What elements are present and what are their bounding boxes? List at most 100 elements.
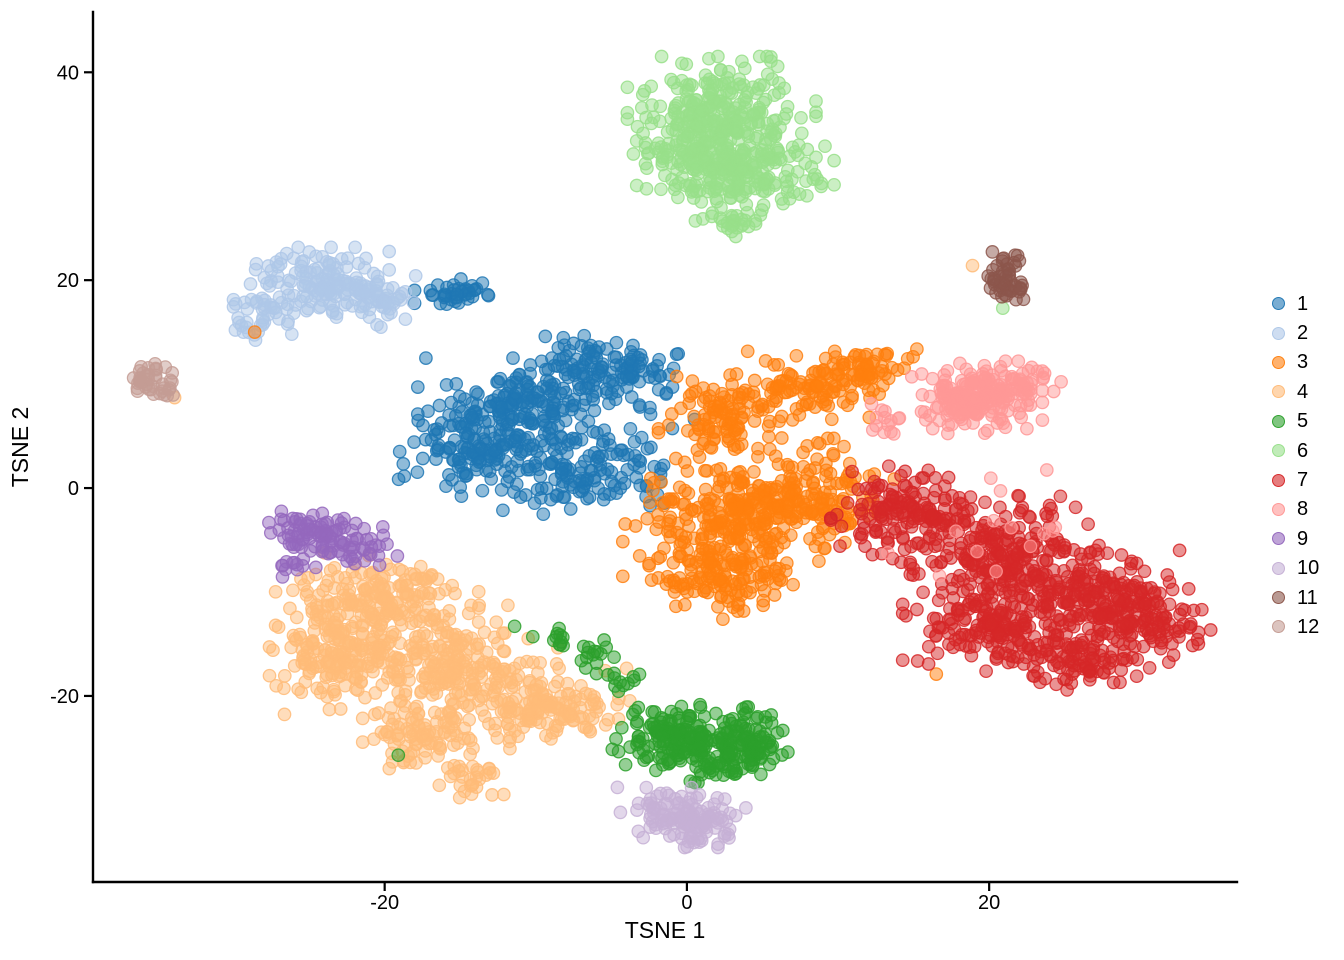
x-tick-label: 0 xyxy=(681,892,692,914)
data-point xyxy=(609,350,624,365)
data-point xyxy=(864,397,879,411)
legend: 1 2 3 4 5 6 7 8 9 10 11 12 xyxy=(1272,289,1319,642)
data-point xyxy=(542,426,556,441)
data-point xyxy=(472,637,486,652)
data-point xyxy=(477,625,492,640)
data-point xyxy=(1162,617,1177,631)
data-point xyxy=(496,787,511,802)
data-point xyxy=(310,681,325,696)
data-point xyxy=(439,378,454,392)
data-point xyxy=(696,381,711,395)
data-point xyxy=(340,295,355,310)
data-point xyxy=(669,369,684,384)
data-point xyxy=(614,720,629,735)
data-point xyxy=(834,519,849,534)
data-point xyxy=(734,163,749,178)
data-point xyxy=(711,840,725,855)
data-point xyxy=(426,288,441,302)
data-point xyxy=(768,449,783,464)
data-point xyxy=(713,572,728,586)
data-point xyxy=(671,711,686,725)
data-point xyxy=(628,519,643,533)
data-point xyxy=(826,385,841,400)
data-point xyxy=(675,56,689,71)
data-point xyxy=(1161,655,1176,670)
data-point xyxy=(353,658,368,673)
data-point xyxy=(836,395,851,410)
data-point xyxy=(469,780,484,794)
data-point xyxy=(1035,383,1050,398)
data-point xyxy=(325,597,339,612)
data-point xyxy=(1035,413,1050,427)
data-point xyxy=(322,255,337,270)
data-point xyxy=(1174,602,1189,617)
data-point xyxy=(340,554,354,568)
data-point xyxy=(1068,500,1083,515)
data-point xyxy=(531,385,545,400)
data-point xyxy=(848,348,863,362)
data-point xyxy=(781,745,795,759)
data-point xyxy=(340,251,355,266)
data-point xyxy=(915,387,930,402)
legend-swatch-icon xyxy=(1272,297,1285,311)
data-point xyxy=(439,297,454,312)
data-point xyxy=(152,386,167,401)
data-point xyxy=(904,369,919,384)
data-point xyxy=(910,654,925,668)
data-point xyxy=(898,464,912,479)
data-point xyxy=(453,480,468,494)
data-point xyxy=(475,703,489,717)
y-tick-label: 0 xyxy=(68,478,79,500)
data-point xyxy=(693,700,708,715)
data-point xyxy=(296,289,311,304)
data-point xyxy=(826,446,840,461)
data-point xyxy=(1114,548,1129,562)
data-point xyxy=(714,510,729,524)
data-point xyxy=(380,296,395,310)
data-point xyxy=(732,72,747,87)
data-point xyxy=(743,585,757,600)
data-point xyxy=(506,351,520,365)
data-point xyxy=(373,618,388,632)
data-point xyxy=(998,354,1013,369)
data-point xyxy=(450,728,464,743)
data-point xyxy=(845,464,859,479)
data-point xyxy=(1068,663,1082,678)
data-point xyxy=(747,373,762,388)
data-point xyxy=(408,651,423,666)
data-point xyxy=(661,418,676,432)
data-point xyxy=(726,553,740,568)
data-point xyxy=(377,590,392,605)
data-point xyxy=(966,416,980,430)
data-point xyxy=(827,153,841,168)
data-point xyxy=(396,457,411,471)
data-point xyxy=(678,530,693,544)
data-point xyxy=(665,122,680,137)
data-point xyxy=(774,573,789,588)
data-point xyxy=(986,513,1001,528)
data-point xyxy=(615,534,630,549)
data-point xyxy=(1125,580,1140,594)
data-point xyxy=(370,317,384,332)
data-point xyxy=(656,149,670,164)
data-point xyxy=(690,118,705,133)
y-tick-label: 40 xyxy=(57,62,79,84)
data-point xyxy=(824,412,839,427)
data-point xyxy=(268,584,283,599)
data-point xyxy=(392,444,407,459)
data-point xyxy=(573,407,588,422)
legend-item-1: 1 xyxy=(1272,289,1319,318)
data-point xyxy=(840,496,855,510)
data-point xyxy=(228,297,243,311)
data-point xyxy=(338,661,353,675)
data-point xyxy=(582,449,597,463)
data-point xyxy=(485,788,499,802)
data-point xyxy=(1160,568,1175,582)
data-point xyxy=(895,597,910,612)
data-point xyxy=(661,517,675,531)
data-point xyxy=(717,99,731,114)
data-point xyxy=(965,258,980,273)
data-point xyxy=(388,650,402,665)
data-point xyxy=(788,145,802,159)
data-point xyxy=(454,272,468,286)
